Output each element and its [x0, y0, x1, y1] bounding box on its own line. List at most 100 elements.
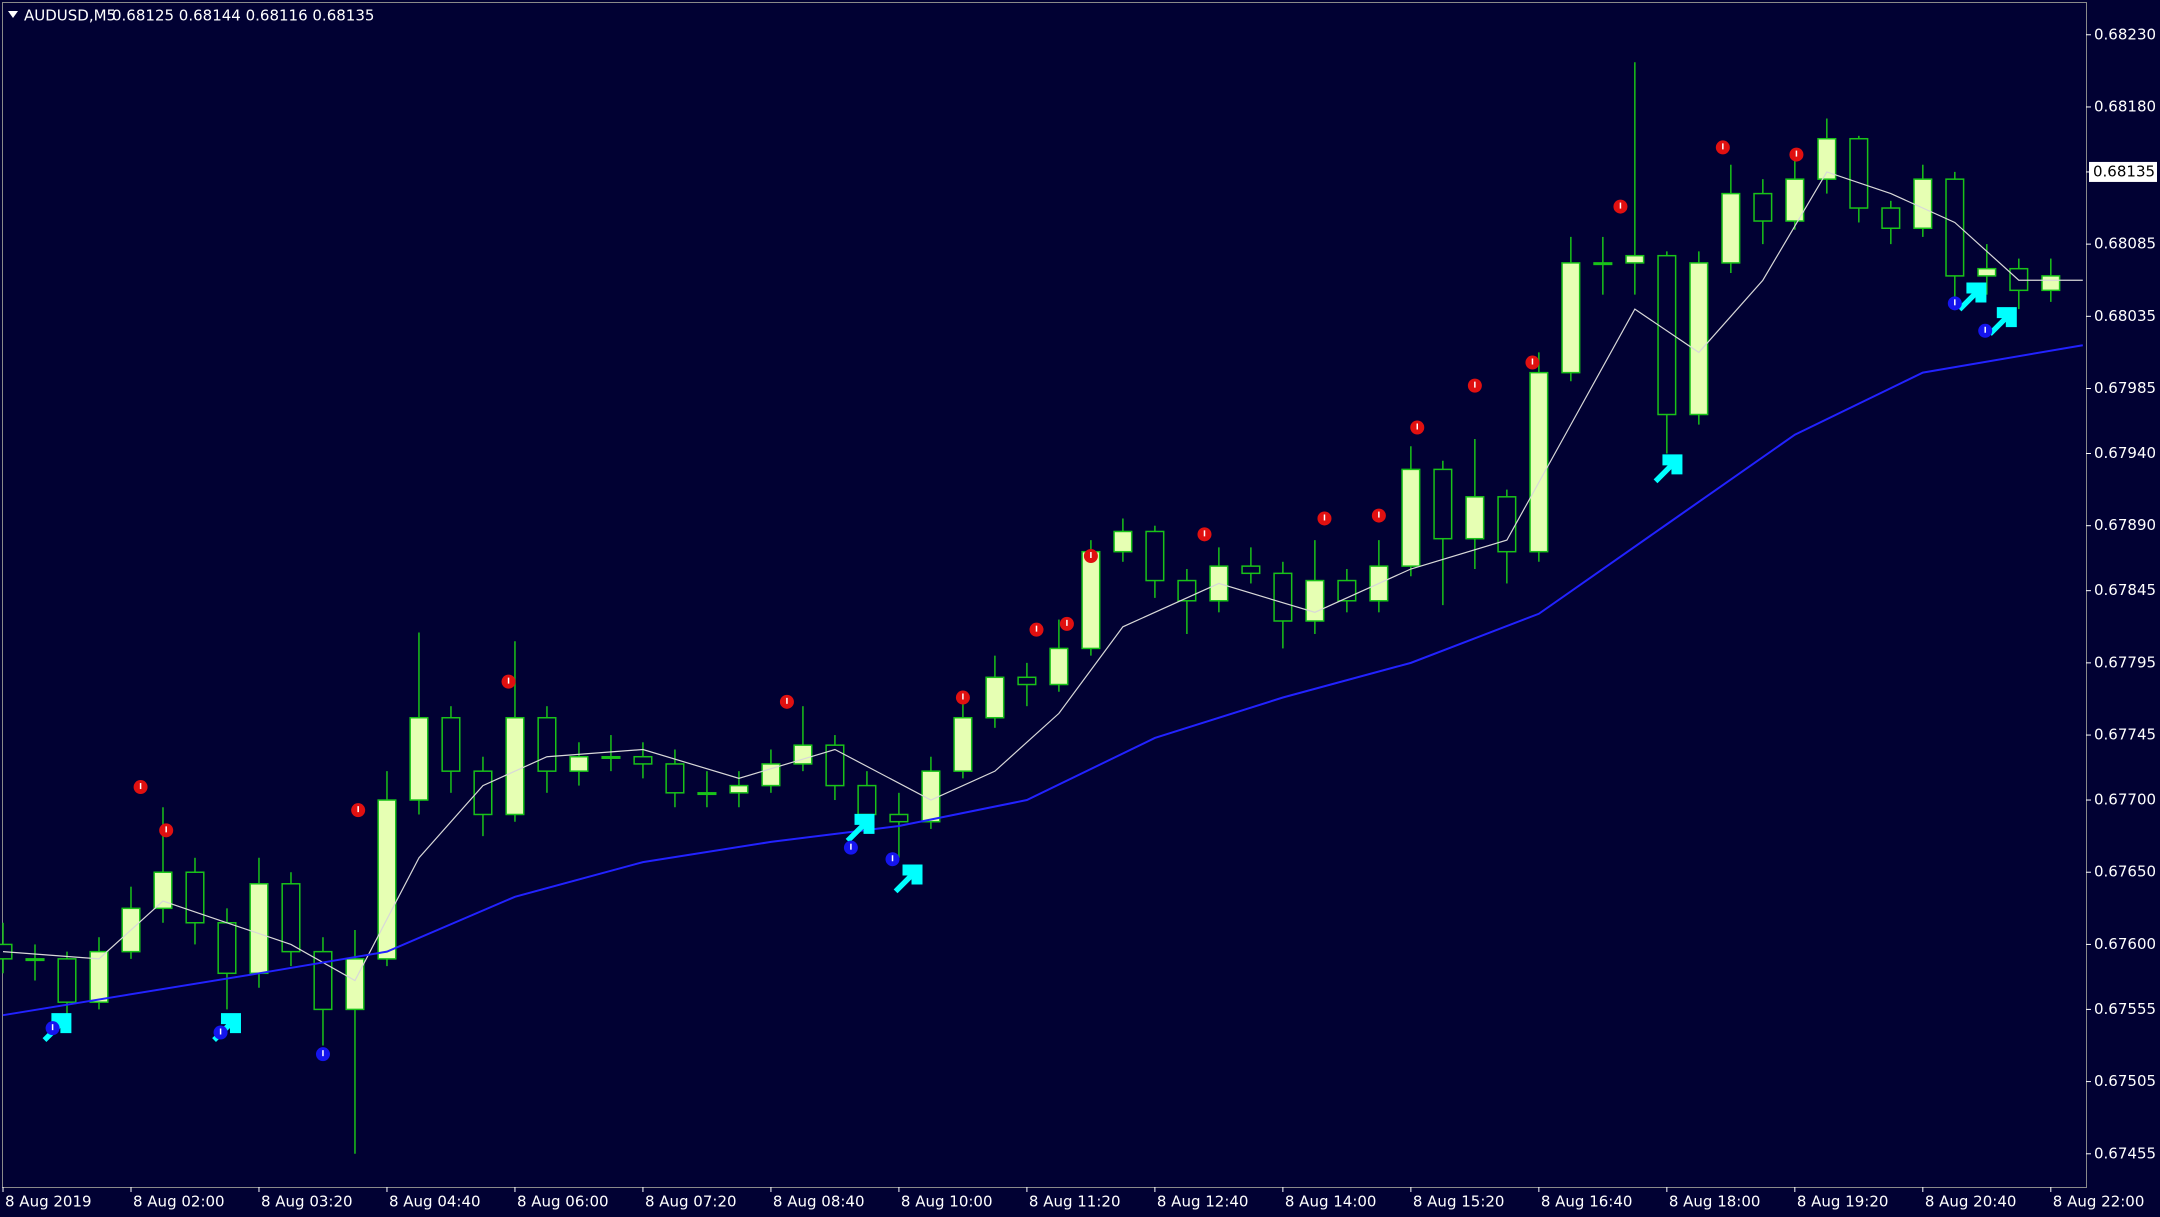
buy-arrow — [1957, 282, 1987, 312]
x-tick-label: 8 Aug 19:20 — [1797, 1193, 1889, 1211]
candle-body — [1241, 565, 1261, 575]
plot-border — [2, 2, 2087, 1188]
y-tick-label: 0.67650 — [2094, 863, 2156, 881]
candle-body — [1721, 192, 1741, 264]
x-tick-label: 8 Aug 04:40 — [389, 1193, 481, 1211]
moving-average — [2, 344, 2083, 1017]
candle-body — [1657, 254, 1677, 416]
candle-body — [1689, 262, 1709, 416]
candle-body — [825, 744, 845, 787]
x-tick-label: 8 Aug 16:40 — [1541, 1193, 1633, 1211]
ohlc-readout: 0.68125 0.68144 0.68116 0.68135 — [112, 7, 374, 25]
candle-body — [217, 922, 237, 975]
candle-body — [25, 958, 45, 962]
y-tick-label: 0.67455 — [2094, 1144, 2156, 1162]
x-tick-label: 8 Aug 08:40 — [773, 1193, 865, 1211]
y-tick-label: 0.68180 — [2094, 97, 2156, 115]
x-tick-label: 8 Aug 14:00 — [1285, 1193, 1377, 1211]
y-tick-label: 0.68230 — [2094, 25, 2156, 43]
y-tick-label: 0.67745 — [2094, 726, 2156, 744]
candle-body — [473, 770, 493, 816]
candle-body — [1945, 178, 1965, 277]
candle-body — [185, 871, 205, 924]
y-tick-label: 0.67600 — [2094, 935, 2156, 953]
candle-body — [665, 763, 685, 794]
candle-body — [633, 755, 653, 765]
candle-body — [889, 813, 909, 823]
y-tick-label: 0.67940 — [2094, 444, 2156, 462]
candle-body — [793, 744, 813, 765]
candle-body — [1849, 137, 1869, 209]
candle-body — [601, 755, 621, 759]
candle-body — [1273, 572, 1293, 622]
y-tick-label: 0.67795 — [2094, 653, 2156, 671]
current-price-label: 0.68135 — [2093, 162, 2155, 180]
candle-body — [1817, 137, 1837, 180]
candle-body — [153, 871, 173, 910]
candle-body — [1977, 267, 1997, 277]
candle-body — [1401, 468, 1421, 567]
y-tick-label: 0.67890 — [2094, 516, 2156, 534]
candle-body — [953, 716, 973, 772]
buy-arrow — [1653, 454, 1683, 484]
x-tick-label: 8 Aug 12:40 — [1157, 1193, 1249, 1211]
buy-arrow — [1987, 307, 2017, 336]
x-tick-label: 8 Aug 03:20 — [261, 1193, 353, 1211]
y-tick-label: 0.67985 — [2094, 379, 2156, 397]
candle-body — [697, 792, 717, 796]
candle-body — [1785, 178, 1805, 222]
candle-body — [2041, 275, 2061, 292]
candle-body — [1625, 254, 1645, 264]
candle-body — [729, 784, 749, 794]
y-tick-label: 0.67555 — [2094, 1000, 2156, 1018]
x-tick-label: 8 Aug 02:00 — [133, 1193, 225, 1211]
candle-body — [345, 958, 365, 1011]
symbol-menu-icon[interactable] — [8, 11, 18, 18]
x-tick-label: 8 Aug 06:00 — [517, 1193, 609, 1211]
x-tick-label: 8 Aug 10:00 — [901, 1193, 993, 1211]
x-tick-label: 8 Aug 07:20 — [645, 1193, 737, 1211]
candles — [0, 62, 2061, 1154]
candle-body — [1881, 207, 1901, 229]
candle-body — [281, 883, 301, 953]
candle-body — [1081, 550, 1101, 650]
x-tick-label: 8 Aug 20:40 — [1925, 1193, 2017, 1211]
candle-body — [761, 763, 781, 787]
candle-body — [57, 958, 77, 1003]
candle-body — [1497, 496, 1517, 553]
candle-body — [89, 950, 109, 1003]
candle-body — [441, 716, 461, 772]
y-tick-label: 0.68035 — [2094, 307, 2156, 325]
x-tick-label: 8 Aug 18:00 — [1669, 1193, 1761, 1211]
candle-body — [1529, 371, 1549, 553]
candle-body — [1145, 530, 1165, 582]
candle-body — [249, 883, 269, 975]
candle-body — [1017, 676, 1037, 686]
x-tick-label: 8 Aug 15:20 — [1413, 1193, 1505, 1211]
x-tick-label: 8 Aug 11:20 — [1029, 1193, 1121, 1211]
candle-body — [313, 950, 333, 1011]
y-tick-label: 0.67505 — [2094, 1072, 2156, 1090]
candle-body — [1049, 647, 1069, 686]
candle-body — [505, 716, 525, 816]
candle-body — [1913, 178, 1933, 229]
x-tick-label: 8 Aug 2019 — [5, 1193, 92, 1211]
candle-body — [1753, 192, 1773, 222]
buy-arrow — [893, 864, 923, 894]
moving-average — [2, 171, 2083, 982]
y-tick-label: 0.68085 — [2094, 235, 2156, 253]
candle-body — [409, 716, 429, 801]
x-tick-label: 8 Aug 22:00 — [2053, 1193, 2145, 1211]
y-tick-label: 0.67845 — [2094, 581, 2156, 599]
candle-body — [569, 755, 589, 772]
candle-body — [537, 716, 557, 772]
candle-body — [1465, 496, 1485, 540]
candle-body — [985, 676, 1005, 719]
candle-body — [1433, 468, 1453, 540]
candle-body — [1561, 262, 1581, 374]
candle-body — [857, 784, 877, 816]
current-price-box — [2089, 161, 2157, 182]
